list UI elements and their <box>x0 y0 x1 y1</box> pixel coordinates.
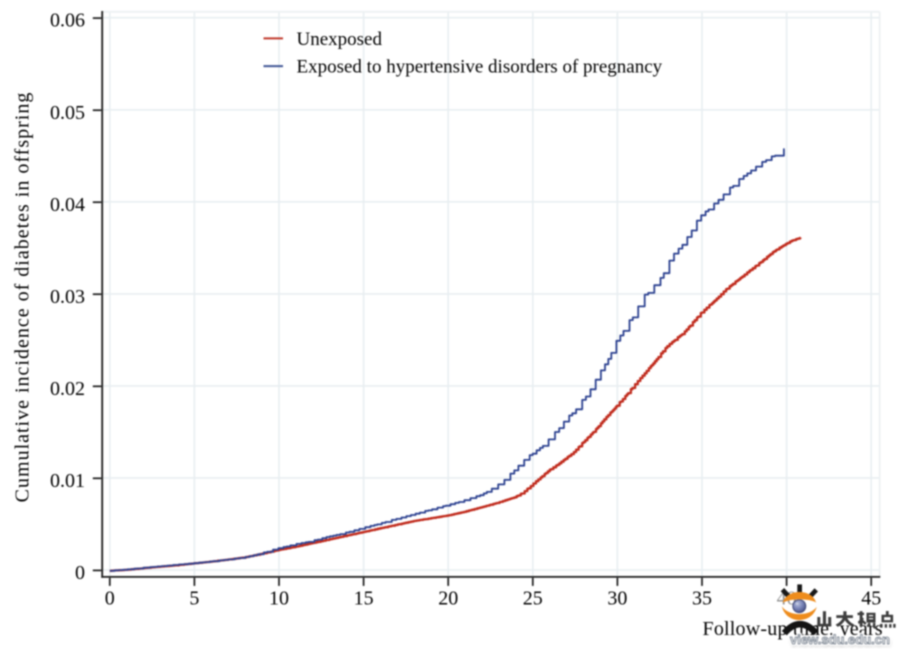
svg-text:view.sdu.edu.cn: view.sdu.edu.cn <box>790 632 890 647</box>
svg-text:Exposed to hypertensive disord: Exposed to hypertensive disorders of pre… <box>297 56 663 77</box>
svg-text:20: 20 <box>438 588 458 610</box>
svg-text:Cumulative incidence of diabet: Cumulative incidence of diabetes in offs… <box>12 92 34 503</box>
svg-text:5: 5 <box>189 588 199 610</box>
svg-text:30: 30 <box>607 588 627 610</box>
svg-text:view.sdu.edu.cn: view.sdu.edu.cn <box>791 634 891 649</box>
svg-text:0.01: 0.01 <box>50 470 85 492</box>
svg-text:0.03: 0.03 <box>50 286 85 308</box>
svg-text:0.04: 0.04 <box>50 194 85 216</box>
svg-text:view.sdu.edu.cn: view.sdu.edu.cn <box>790 632 890 647</box>
svg-text:35: 35 <box>692 588 712 610</box>
svg-text:15: 15 <box>354 588 374 610</box>
svg-text:10: 10 <box>269 588 289 610</box>
svg-text:0.06: 0.06 <box>50 10 85 32</box>
svg-text:0: 0 <box>105 588 115 610</box>
svg-text:0: 0 <box>75 562 85 584</box>
svg-text:25: 25 <box>523 588 543 610</box>
svg-text:0.02: 0.02 <box>50 378 85 400</box>
svg-text:0.05: 0.05 <box>50 102 85 124</box>
svg-text:Unexposed: Unexposed <box>297 29 383 50</box>
svg-text:45: 45 <box>861 588 881 610</box>
